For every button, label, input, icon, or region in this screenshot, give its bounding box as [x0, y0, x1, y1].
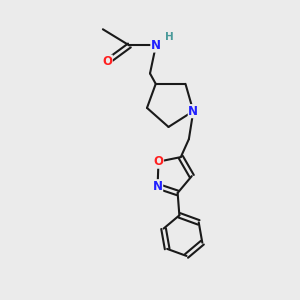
- Text: O: O: [154, 155, 164, 168]
- Text: O: O: [102, 55, 112, 68]
- Text: N: N: [151, 39, 161, 52]
- Text: N: N: [153, 180, 163, 193]
- Text: H: H: [165, 32, 173, 42]
- Text: N: N: [188, 105, 198, 118]
